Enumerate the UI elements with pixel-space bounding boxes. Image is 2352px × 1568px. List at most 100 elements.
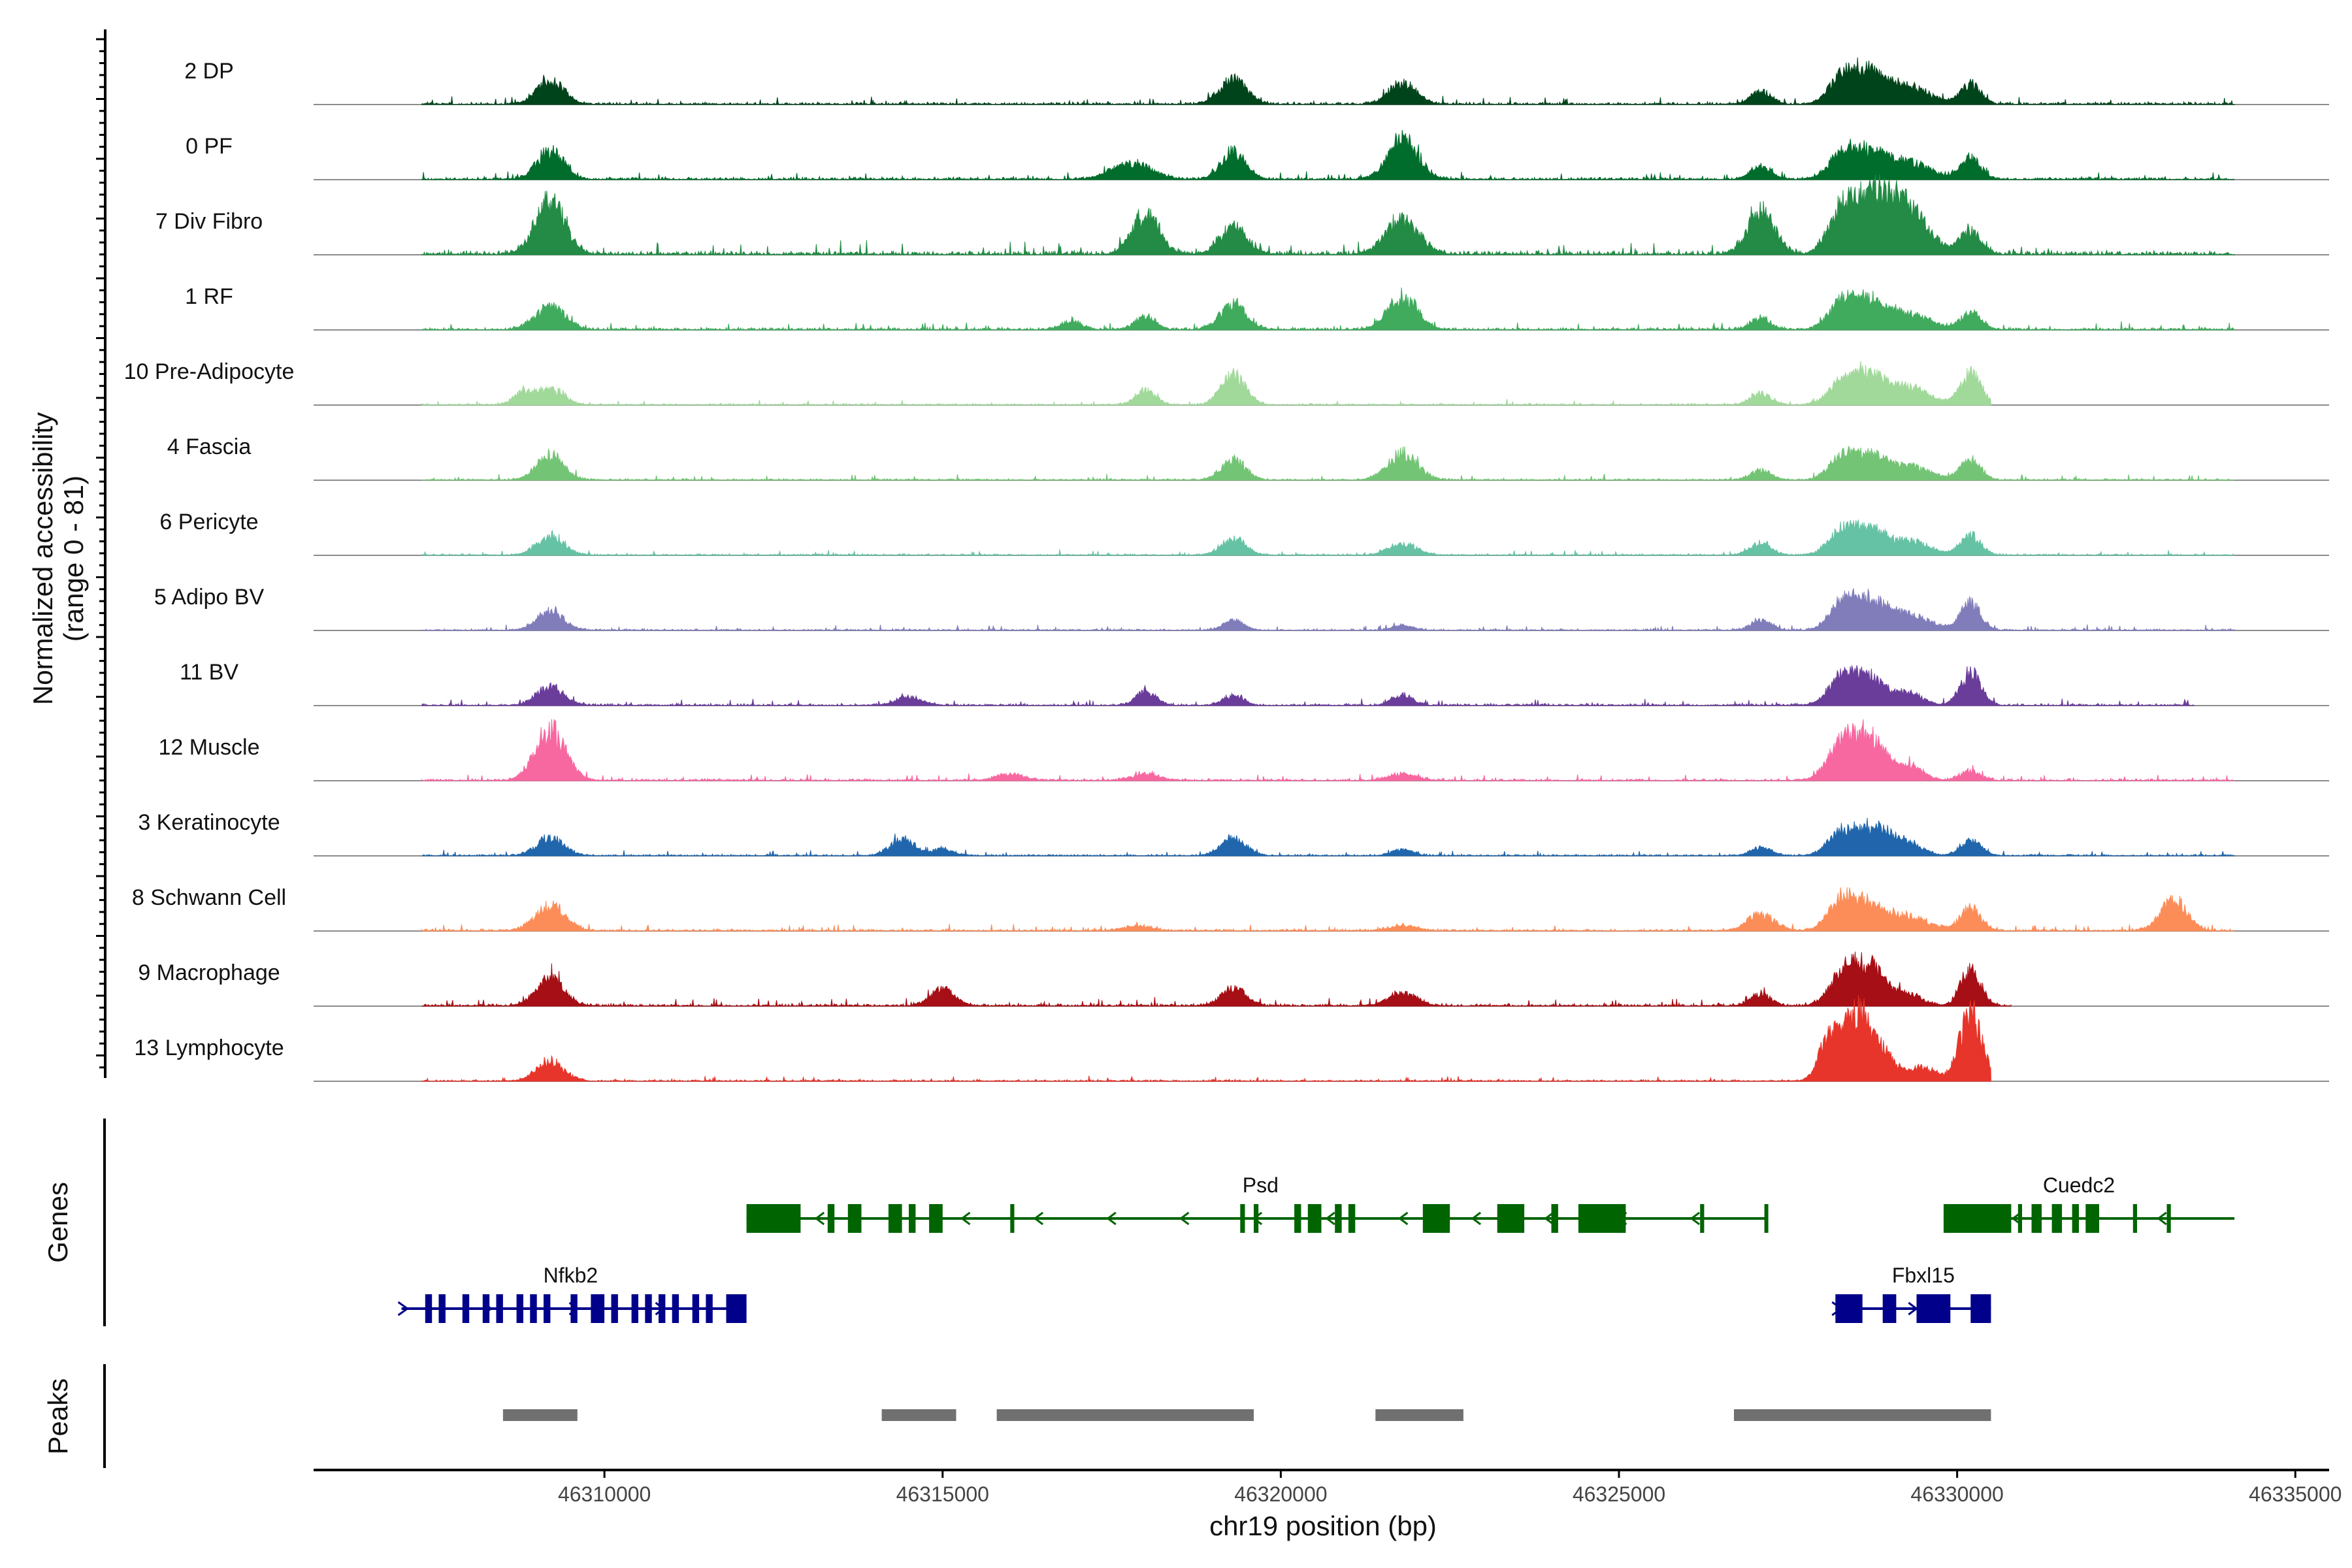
track-label: 1 RF xyxy=(185,284,233,309)
gene-exon xyxy=(1943,1204,2012,1233)
coverage-area xyxy=(421,57,2236,106)
peak-interval xyxy=(1375,1409,1463,1421)
gene-exon xyxy=(1882,1294,1897,1323)
gene-exon xyxy=(496,1294,503,1323)
x-tick-label: 46330000 xyxy=(1910,1482,2003,1506)
strand-chevron xyxy=(1106,1211,1117,1226)
gene-exon xyxy=(726,1294,747,1323)
gene-exon xyxy=(544,1294,551,1323)
coverage-track: 12 Muscle xyxy=(159,719,2329,782)
gene-exon xyxy=(631,1294,638,1323)
gene-exon xyxy=(2132,1204,2137,1233)
gene-exon xyxy=(1422,1204,1450,1233)
gene-model: Fbxl15 xyxy=(1831,1264,1991,1323)
track-label: 12 Muscle xyxy=(159,735,260,760)
x-tick-label: 46320000 xyxy=(1234,1482,1327,1506)
gene-exon xyxy=(1307,1204,1322,1233)
gene-exon xyxy=(847,1204,862,1233)
gene-exon xyxy=(611,1294,618,1323)
gene-exon xyxy=(1497,1204,1525,1233)
gene-exon xyxy=(929,1204,943,1233)
track-label: 8 Schwann Cell xyxy=(132,885,286,910)
gene-exon xyxy=(462,1294,470,1323)
genes-panel-label: Genes xyxy=(42,1182,73,1263)
gene-exon xyxy=(2017,1204,2022,1233)
gene-exon xyxy=(2031,1204,2042,1233)
coverage-area xyxy=(421,995,1991,1083)
genes-track: Psd Cuedc2 Nfkb2 Fbxl15 xyxy=(397,1173,2235,1323)
coverage-y-axis xyxy=(96,29,106,1078)
gene-exon xyxy=(1551,1204,1558,1233)
coverage-area xyxy=(421,817,2235,857)
strand-chevron xyxy=(1544,1211,1554,1226)
gene-name-label: Psd xyxy=(1243,1173,1279,1197)
coverage-track: 9 Macrophage xyxy=(138,951,2329,1007)
gene-exon xyxy=(1835,1294,1863,1323)
gene-exon xyxy=(2166,1204,2171,1233)
coverage-track: 10 Pre-Adipocyte xyxy=(124,359,2329,406)
track-label: 4 Fascia xyxy=(167,434,252,459)
track-label: 2 DP xyxy=(184,59,234,84)
x-tick-label: 46325000 xyxy=(1573,1482,1665,1506)
gene-exon xyxy=(482,1294,490,1323)
gene-name-label: Nfkb2 xyxy=(544,1264,598,1287)
coverage-tracks: 2 DP 0 PF 7 Div Fibro 1 RF 10 Pre-Adipocyte 4… xyxy=(124,57,2329,1083)
strand-chevron xyxy=(1690,1211,1700,1226)
coverage-area xyxy=(421,665,2195,707)
peaks-track xyxy=(502,1409,1991,1421)
strand-chevron xyxy=(1908,1301,1918,1316)
peak-interval xyxy=(881,1409,956,1421)
strand-chevron xyxy=(960,1211,971,1226)
coverage-area xyxy=(421,951,2012,1007)
coverage-area xyxy=(421,287,2235,331)
coverage-area xyxy=(421,887,2235,932)
strand-chevron xyxy=(1471,1211,1482,1226)
coverage-area xyxy=(421,130,2235,181)
coverage-track: 13 Lymphocyte xyxy=(134,995,2329,1083)
gene-exon xyxy=(516,1294,523,1323)
gene-exon xyxy=(909,1204,916,1233)
gene-exon xyxy=(1294,1204,1301,1233)
gene-exon xyxy=(425,1294,433,1323)
coverage-track: 1 RF xyxy=(185,284,2329,331)
peak-interval xyxy=(1734,1409,1991,1421)
track-label: 7 Div Fibro xyxy=(155,209,263,234)
x-tick-label: 46310000 xyxy=(558,1482,651,1506)
gene-exon xyxy=(1240,1204,1245,1233)
gene-model: Psd xyxy=(746,1173,1769,1233)
strand-chevron xyxy=(1325,1211,1335,1226)
gene-exon xyxy=(1348,1204,1356,1233)
track-label: 11 BV xyxy=(180,660,238,685)
strand-chevron xyxy=(1397,1211,1409,1226)
peak-interval xyxy=(502,1409,578,1421)
track-label: 5 Adipo BV xyxy=(154,585,265,610)
coverage-track: 4 Fascia xyxy=(167,434,2329,482)
gene-exon xyxy=(1970,1294,1991,1323)
gene-exon xyxy=(827,1204,835,1233)
coverage-y-axis-title-line1: Normalized accessibility xyxy=(27,412,58,705)
strand-chevron xyxy=(1033,1211,1044,1226)
gene-exon xyxy=(672,1294,679,1323)
gene-exon xyxy=(438,1294,446,1323)
strand-chevron xyxy=(814,1211,825,1226)
gene-model: Nfkb2 xyxy=(397,1264,747,1323)
track-label: 10 Pre-Adipocyte xyxy=(124,359,295,384)
coverage-area xyxy=(421,446,2235,482)
gene-exon xyxy=(1700,1204,1705,1233)
gene-exon xyxy=(2051,1204,2063,1233)
gene-name-label: Cuedc2 xyxy=(2043,1173,2115,1197)
coverage-track: 6 Pericyte xyxy=(159,510,2329,557)
track-label: 6 Pericyte xyxy=(159,510,258,534)
track-label: 0 PF xyxy=(186,134,233,159)
coverage-y-axis-title-line2: (range 0 - 81) xyxy=(58,476,89,642)
gene-exon xyxy=(1916,1294,1951,1323)
gene-exon xyxy=(659,1294,666,1323)
gene-exon xyxy=(706,1294,713,1323)
gene-exon xyxy=(591,1294,605,1323)
coverage-area xyxy=(421,174,2235,256)
coverage-track: 2 DP xyxy=(184,57,2329,106)
gene-name-label: Fbxl15 xyxy=(1892,1264,1955,1287)
coverage-track: 7 Div Fibro xyxy=(155,174,2329,256)
coverage-track: 5 Adipo BV xyxy=(154,585,2329,632)
strand-chevron xyxy=(2157,1211,2167,1226)
